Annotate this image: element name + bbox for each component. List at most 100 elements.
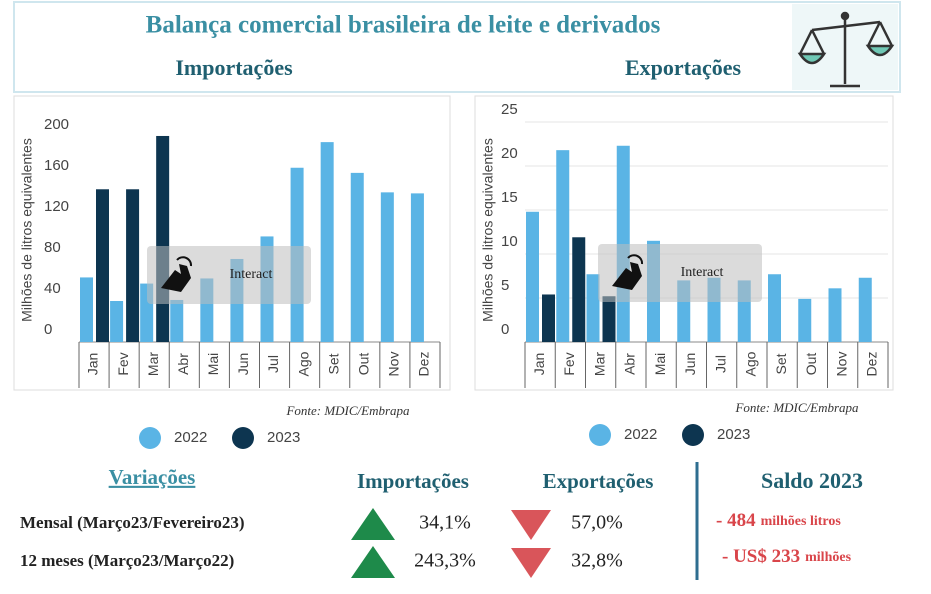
- down-arrow: [511, 548, 551, 578]
- x-tick-label: Jul: [712, 355, 728, 373]
- bar: [542, 294, 555, 342]
- bar: [96, 189, 109, 342]
- x-tick-label: Fev: [115, 352, 131, 375]
- overlay-box: [147, 246, 311, 304]
- legend-label: 2023: [267, 429, 300, 446]
- overlay-label: Interact: [681, 265, 724, 280]
- row-label: Mensal (Março23/Fevereiro23): [20, 513, 245, 532]
- bar: [526, 211, 539, 342]
- y-tick-label: 5: [501, 277, 509, 294]
- chart-title: Exportações: [625, 55, 742, 80]
- x-tick-label: Jan: [85, 353, 101, 376]
- x-tick-label: Mai: [205, 353, 221, 376]
- bar: [586, 274, 600, 342]
- down-arrow: [511, 510, 551, 540]
- overlay-label: Interact: [230, 267, 273, 282]
- export-change: 32,8%: [571, 550, 623, 572]
- import-change: 34,1%: [419, 512, 471, 534]
- overlay-box: [598, 244, 762, 302]
- scale-icon: [797, 11, 895, 88]
- saldo-value: - 484: [716, 510, 756, 531]
- page-title: Balança comercial brasileira de leite e …: [146, 12, 661, 39]
- x-tick-label: Out: [803, 353, 819, 376]
- bar: [410, 193, 424, 342]
- saldo-title: Saldo 2023: [761, 468, 863, 493]
- x-tick-label: Mar: [145, 352, 161, 376]
- source: Fonte: MDIC/Embrapa: [734, 400, 859, 415]
- y-tick-label: 120: [44, 198, 69, 215]
- y-tick-label: 10: [501, 233, 518, 250]
- legend-swatch: [232, 427, 254, 449]
- y-tick-label: 80: [44, 239, 61, 256]
- bar: [828, 288, 842, 342]
- x-tick-label: Mai: [652, 353, 668, 376]
- bar: [798, 298, 812, 342]
- y-tick-label: 200: [44, 116, 69, 133]
- import-change: 243,3%: [414, 550, 476, 572]
- x-tick-label: Dez: [864, 352, 880, 377]
- x-tick-label: Nov: [386, 352, 402, 377]
- summary-heading: Variações: [109, 465, 196, 489]
- legend-label: 2023: [717, 426, 750, 443]
- x-tick-label: Abr: [622, 353, 638, 375]
- bar: [572, 237, 586, 342]
- bar: [126, 189, 140, 342]
- saldo-value: - US$ 233: [722, 546, 800, 567]
- saldo-line: - 484 milhões litros: [716, 510, 841, 531]
- bar: [858, 277, 872, 342]
- bar: [156, 135, 170, 342]
- bar: [380, 192, 394, 342]
- hand-icon: [612, 262, 642, 290]
- x-tick-label: Set: [325, 353, 341, 374]
- x-tick-label: Fev: [561, 352, 577, 375]
- y-tick-label: 40: [44, 280, 61, 297]
- legend-label: 2022: [174, 429, 207, 446]
- x-tick-label: Jun: [235, 353, 251, 376]
- export-change: 57,0%: [571, 512, 623, 534]
- bar: [320, 142, 334, 342]
- bar: [602, 296, 616, 342]
- interact-overlay[interactable]: Interact: [147, 246, 311, 304]
- hand-icon: [161, 264, 191, 292]
- x-tick-label: Dez: [416, 352, 432, 377]
- legend-label: 2022: [624, 426, 657, 443]
- x-tick-label: Nov: [833, 352, 849, 377]
- x-tick-label: Jan: [531, 353, 547, 376]
- row-label: 12 meses (Março23/Março22): [20, 551, 234, 570]
- y-axis-label: Milhões de litros equivalentes: [19, 138, 35, 322]
- x-tick-label: Ago: [295, 351, 311, 376]
- y-tick-label: 15: [501, 189, 518, 206]
- y-tick-label: 0: [44, 321, 52, 338]
- y-axis-label: Milhões de litros equivalentes: [480, 138, 496, 322]
- saldo-unit: milhões litros: [761, 514, 842, 529]
- saldo-unit: milhões: [805, 550, 851, 565]
- legend-swatch: [139, 427, 161, 449]
- hand-arc: [176, 256, 193, 267]
- bar: [80, 277, 93, 342]
- bar: [110, 301, 124, 342]
- bar: [768, 274, 781, 342]
- saldo-line: - US$ 233 milhões: [722, 546, 852, 567]
- legend-swatch: [682, 424, 704, 446]
- y-tick-label: 20: [501, 145, 518, 162]
- x-tick-label: Ago: [743, 351, 759, 376]
- interact-overlay[interactable]: Interact: [598, 244, 762, 302]
- bar: [170, 299, 184, 342]
- y-tick-label: 0: [501, 321, 509, 338]
- y-tick-label: 160: [44, 157, 69, 174]
- up-arrow: [351, 508, 395, 540]
- column-heading: Exportações: [543, 469, 654, 493]
- legend-swatch: [589, 424, 611, 446]
- x-tick-label: Set: [773, 353, 789, 374]
- x-tick-label: Jul: [265, 355, 281, 373]
- bar: [556, 150, 570, 342]
- x-tick-label: Mar: [591, 352, 607, 376]
- x-tick-label: Out: [355, 353, 371, 376]
- bar: [616, 145, 630, 342]
- column-heading: Importações: [357, 469, 469, 493]
- header-box: [13, 1, 901, 93]
- hand-arc: [627, 254, 644, 265]
- bar: [350, 172, 364, 342]
- source: Fonte: MDIC/Embrapa: [285, 403, 410, 418]
